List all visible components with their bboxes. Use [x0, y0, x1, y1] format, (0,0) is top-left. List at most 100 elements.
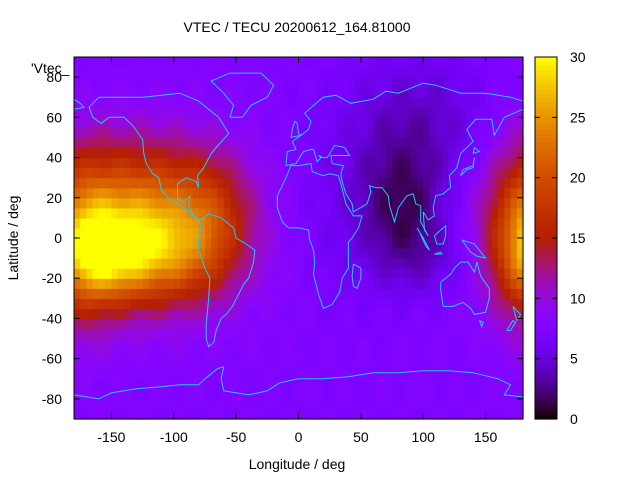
- heatmap-cell: [367, 67, 374, 78]
- heatmap-cell: [186, 298, 194, 309]
- heatmap-cell: [86, 107, 94, 118]
- heatmap-cell: [173, 227, 181, 239]
- heatmap-cell: [317, 238, 325, 249]
- heatmap-cell: [130, 288, 137, 299]
- heatmap-cell: [186, 177, 194, 189]
- coastline-segment: [198, 213, 256, 348]
- heatmap-cell: [473, 227, 480, 239]
- heatmap-cell: [348, 248, 356, 259]
- heatmap-cell: [279, 157, 287, 169]
- heatmap-cell: [379, 177, 387, 189]
- heatmap-cell: [335, 97, 343, 108]
- heatmap-cell: [510, 308, 518, 320]
- heatmap-cell: [473, 398, 480, 410]
- heatmap-cell: [329, 197, 337, 209]
- colorbar-segment: [535, 201, 557, 207]
- heatmap-cell: [105, 67, 113, 78]
- heatmap-cell: [416, 298, 424, 309]
- heatmap-cell: [273, 408, 281, 420]
- heatmap-cell: [92, 77, 100, 88]
- heatmap-cell: [310, 157, 318, 169]
- heatmap-cell: [136, 107, 144, 118]
- heatmap-cell: [466, 57, 474, 68]
- heatmap-cell: [192, 238, 200, 249]
- heatmap-cell: [248, 338, 256, 350]
- heatmap-cell: [516, 338, 524, 350]
- heatmap-cell: [373, 348, 381, 360]
- coastline-segment: [434, 251, 443, 255]
- heatmap-cell: [186, 147, 194, 159]
- heatmap-cell: [435, 268, 443, 279]
- heatmap-cell: [248, 298, 256, 309]
- heatmap-cell: [473, 167, 480, 179]
- heatmap-cell: [130, 97, 137, 108]
- heatmap-cell: [435, 238, 443, 249]
- heatmap-cell: [416, 328, 424, 340]
- heatmap-cell: [248, 378, 256, 390]
- heatmap-cell: [498, 157, 505, 169]
- heatmap-cell: [98, 147, 106, 159]
- heatmap-cell: [279, 278, 287, 289]
- heatmap-cell: [454, 338, 462, 350]
- colorbar-segment: [535, 262, 557, 267]
- heatmap-cell: [404, 87, 412, 98]
- heatmap-cell: [123, 328, 131, 340]
- heatmap-cell: [180, 117, 187, 128]
- heatmap-cell: [186, 197, 194, 209]
- heatmap-cell: [429, 338, 437, 350]
- heatmap-cell: [123, 227, 131, 239]
- heatmap-cell: [204, 227, 212, 239]
- heatmap-cell: [242, 348, 250, 360]
- heatmap-cell: [473, 238, 480, 249]
- heatmap-cell: [335, 187, 343, 199]
- heatmap-cell: [379, 137, 387, 149]
- heatmap-cell: [410, 338, 418, 350]
- heatmap-cell: [248, 77, 256, 88]
- heatmap-cell: [180, 278, 187, 289]
- heatmap-cell: [473, 298, 480, 309]
- heatmap-cell: [254, 248, 262, 259]
- heatmap-cell: [279, 57, 287, 68]
- heatmap-cell: [261, 87, 268, 98]
- heatmap-cell: [510, 358, 518, 370]
- heatmap-cell: [254, 87, 262, 98]
- heatmap-cell: [304, 288, 312, 299]
- coastline-segment: [73, 98, 85, 110]
- heatmap-cell: [398, 137, 406, 149]
- colorbar-segment: [535, 266, 557, 271]
- heatmap-cell: [148, 398, 156, 410]
- heatmap-cell: [273, 217, 281, 229]
- heatmap-cell: [261, 318, 268, 330]
- heatmap-cell: [180, 67, 187, 78]
- heatmap-cell: [485, 258, 493, 269]
- heatmap-cell: [504, 368, 512, 380]
- heatmap-cell: [155, 107, 162, 118]
- heatmap-cell: [180, 238, 187, 249]
- heatmap-cell: [161, 368, 169, 380]
- heatmap-cell: [379, 77, 387, 88]
- heatmap-cell: [385, 238, 393, 249]
- heatmap-cell: [92, 258, 100, 269]
- heatmap-cell: [267, 398, 275, 410]
- colorbar-segment: [535, 57, 557, 62]
- heatmap-cell: [460, 248, 468, 259]
- heatmap-cell: [466, 248, 474, 259]
- heatmap-cell: [186, 398, 194, 410]
- heatmap-cell: [385, 298, 393, 309]
- heatmap-cell: [261, 157, 268, 169]
- heatmap-cell: [510, 268, 518, 279]
- heatmap-cell: [392, 288, 399, 299]
- colorbar-segment: [535, 85, 557, 90]
- heatmap-cell: [479, 278, 487, 289]
- heatmap-cell: [342, 378, 349, 390]
- heatmap-cell: [379, 288, 387, 299]
- heatmap-cell: [310, 238, 318, 249]
- heatmap-cell: [404, 318, 412, 330]
- heatmap-cell: [373, 217, 381, 229]
- colorbar-segment: [535, 258, 557, 263]
- heatmap-cell: [498, 217, 505, 229]
- heatmap-cell: [429, 87, 437, 98]
- heatmap-cell: [186, 77, 194, 88]
- heatmap-cell: [385, 127, 393, 139]
- heatmap-cell: [323, 167, 331, 179]
